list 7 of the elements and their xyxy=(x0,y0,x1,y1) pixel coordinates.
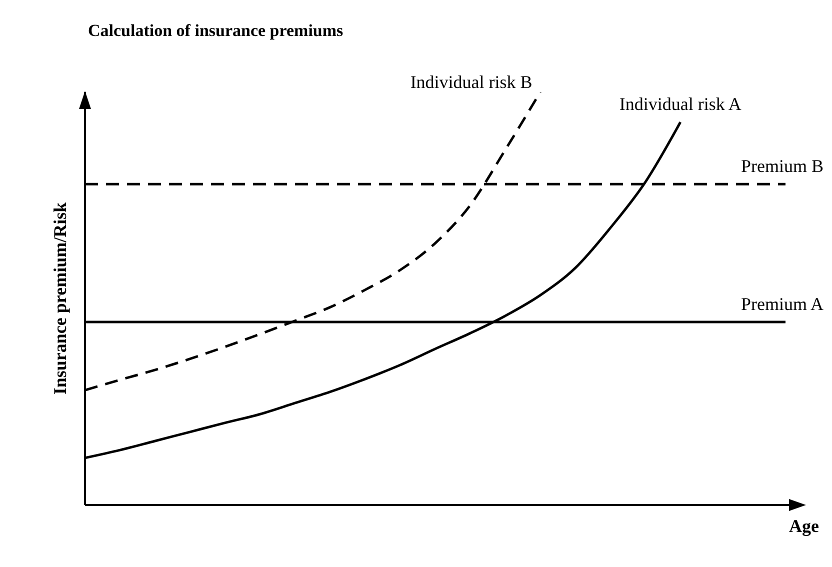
chart-title: Calculation of insurance premiums xyxy=(88,21,344,40)
series-label: Individual risk B xyxy=(410,72,532,92)
series-label: Premium A xyxy=(740,294,824,314)
series-label: Individual risk A xyxy=(619,94,742,114)
series-label: Premium B xyxy=(740,156,824,176)
x-axis-title: Age xyxy=(789,516,819,536)
y-axis-title: Insurance premium/Risk xyxy=(50,202,70,395)
